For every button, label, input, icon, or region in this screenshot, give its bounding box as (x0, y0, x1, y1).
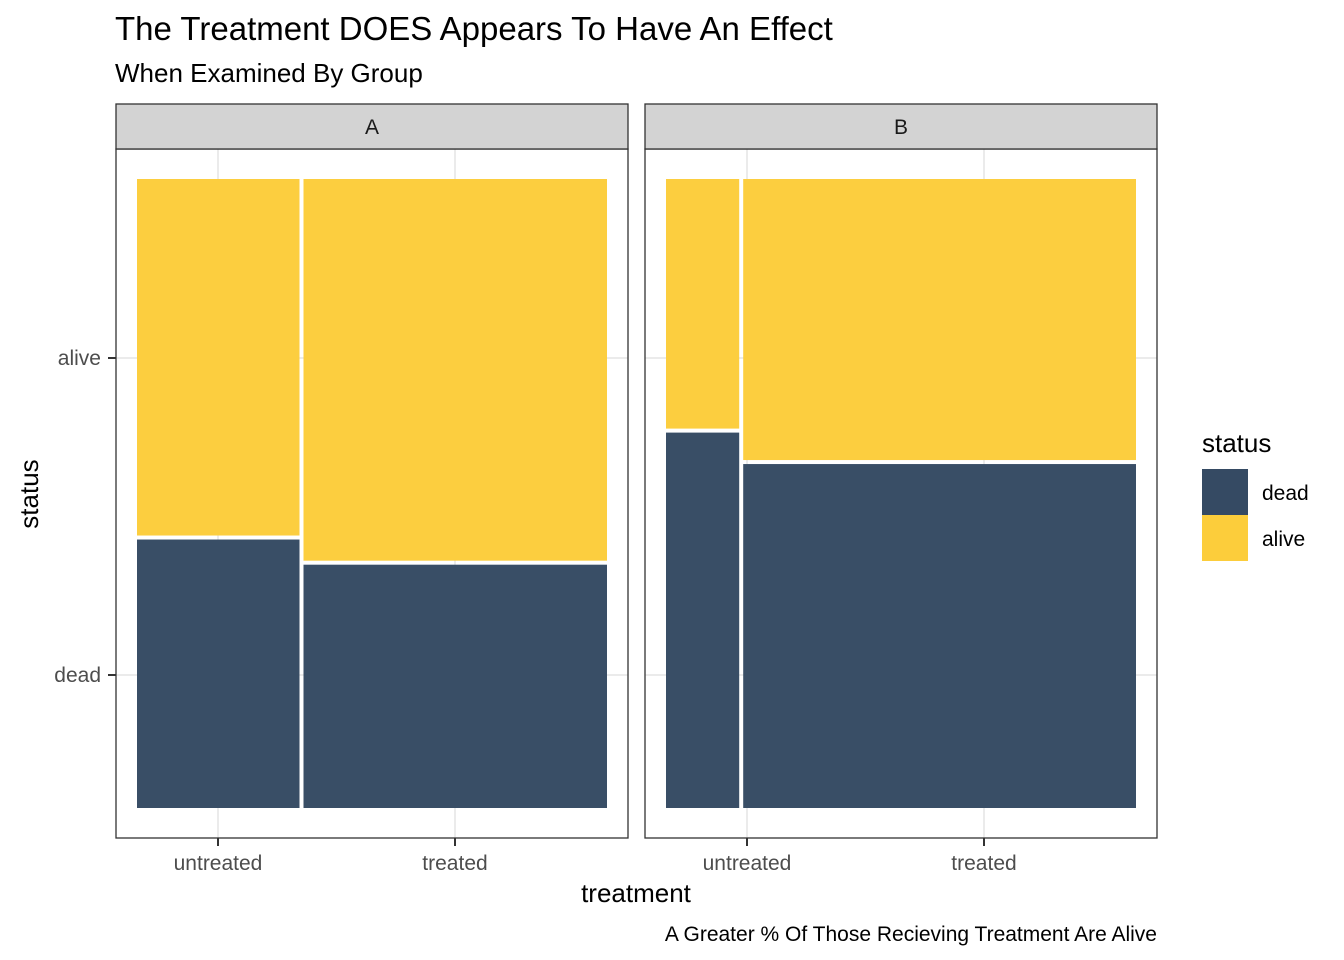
legend-title: status (1202, 428, 1271, 458)
y-tick-label: alive (58, 347, 101, 370)
facet-strip-label: A (365, 116, 379, 139)
legend-label-dead: dead (1262, 482, 1309, 505)
x-tick-label: untreated (703, 852, 792, 875)
mosaic-tile-B-treated-alive (743, 179, 1136, 461)
chart-caption: A Greater % Of Those Recieving Treatment… (665, 923, 1157, 946)
y-axis: dead alive (54, 347, 116, 687)
x-axis-title: treatment (581, 878, 692, 908)
mosaic-tile-A-treated-dead (303, 564, 607, 808)
facet-strip (115, 103, 629, 150)
x-tick-label: untreated (174, 852, 263, 875)
facet-strip (644, 103, 1158, 150)
mosaic-tile-B-treated-dead (743, 464, 1136, 808)
legend-key-alive (1202, 515, 1248, 561)
chart-subtitle: When Examined By Group (115, 58, 423, 88)
legend-label-alive: alive (1262, 528, 1305, 551)
legend: status dead alive (1202, 428, 1309, 561)
mosaic-tile-A-treated-alive (303, 179, 607, 561)
mosaic-tile-B-untreated-dead (666, 432, 740, 808)
chart-title: The Treatment DOES Appears To Have An Ef… (115, 10, 833, 47)
y-tick-label: dead (54, 664, 101, 687)
facet-strip-label: B (894, 116, 908, 139)
mosaic-tile-B-untreated-alive (666, 179, 740, 429)
y-axis-title: status (14, 459, 44, 528)
mosaic-tile-A-untreated-alive (137, 179, 300, 536)
legend-key-dead (1202, 469, 1248, 515)
x-tick-label: treated (951, 852, 1016, 875)
x-tick-label: treated (422, 852, 487, 875)
mosaic-tile-A-untreated-dead (137, 539, 300, 808)
